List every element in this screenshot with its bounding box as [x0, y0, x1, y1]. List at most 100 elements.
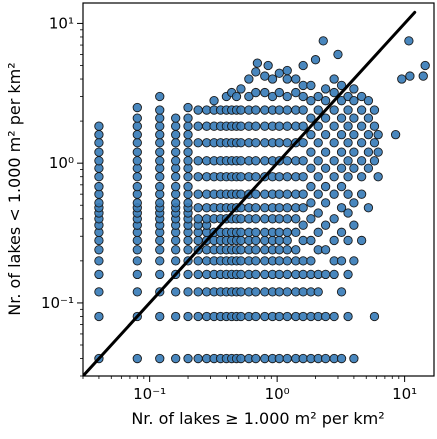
data-point: [193, 214, 203, 224]
data-point: [171, 172, 181, 182]
data-point: [363, 147, 374, 157]
data-point: [267, 91, 278, 102]
data-point: [260, 138, 270, 148]
data-point: [343, 235, 353, 246]
data-point: [171, 147, 181, 157]
data-point: [171, 138, 181, 148]
data-point: [171, 189, 181, 199]
data-point: [298, 189, 308, 199]
data-point: [251, 172, 261, 182]
data-point: [298, 91, 308, 102]
data-point: [282, 203, 292, 213]
y-tick-label: 10⁻¹: [41, 294, 74, 312]
data-point: [291, 214, 301, 224]
data-point: [94, 269, 104, 280]
data-point: [282, 65, 292, 76]
data-point: [244, 74, 254, 84]
data-point: [183, 121, 193, 131]
data-point: [155, 129, 165, 140]
data-point: [282, 353, 292, 364]
data-point: [251, 67, 261, 77]
data-point: [369, 121, 380, 131]
data-point: [183, 102, 193, 113]
data-point: [390, 129, 401, 140]
data-point: [313, 208, 323, 218]
data-point: [404, 36, 414, 46]
data-point: [343, 105, 353, 115]
data-point: [132, 245, 142, 255]
data-point: [236, 287, 246, 297]
data-point: [260, 287, 270, 297]
data-point: [183, 235, 193, 246]
data-point: [171, 256, 181, 266]
data-point: [251, 87, 261, 98]
data-point: [236, 138, 246, 148]
data-point: [329, 138, 339, 148]
data-point: [336, 353, 347, 364]
data-point: [274, 189, 284, 199]
data-point: [320, 84, 331, 94]
data-point: [298, 353, 308, 364]
data-point: [236, 245, 246, 255]
data-point: [329, 235, 339, 246]
data-point: [405, 71, 415, 81]
data-point: [132, 256, 142, 266]
data-point: [171, 311, 181, 322]
data-point: [306, 256, 316, 266]
data-point: [282, 227, 292, 237]
data-point: [155, 147, 165, 157]
data-point: [306, 181, 316, 192]
data-point: [251, 353, 261, 364]
data-point: [236, 214, 246, 224]
data-point: [94, 311, 104, 322]
data-point: [343, 311, 353, 322]
data-point: [274, 269, 284, 280]
data-point: [155, 121, 165, 131]
data-point: [274, 105, 284, 115]
data-point: [320, 163, 331, 173]
data-point: [260, 235, 270, 246]
data-point: [183, 147, 193, 157]
data-point: [313, 138, 323, 148]
data-point: [132, 235, 142, 246]
data-point: [155, 156, 165, 166]
data-point: [155, 269, 165, 280]
data-point: [343, 189, 353, 199]
data-point: [320, 245, 331, 255]
data-point: [363, 129, 374, 140]
data-point: [236, 105, 246, 115]
data-point: [329, 156, 339, 166]
data-point: [260, 121, 270, 131]
data-point: [274, 311, 284, 322]
data-point: [282, 287, 292, 297]
data-point: [306, 214, 316, 224]
data-point: [298, 105, 308, 115]
data-point: [236, 156, 246, 166]
data-point: [260, 71, 270, 81]
data-point: [291, 87, 301, 98]
data-point: [155, 138, 165, 148]
data-point: [329, 121, 339, 131]
data-point: [336, 129, 347, 140]
data-point: [349, 147, 359, 157]
data-point: [356, 91, 367, 102]
data-point: [94, 138, 104, 148]
data-point: [356, 121, 367, 131]
data-point: [320, 147, 331, 157]
data-point: [236, 121, 246, 131]
data-point: [363, 163, 374, 173]
data-point: [349, 163, 359, 173]
data-point: [343, 269, 353, 280]
data-point: [369, 105, 380, 115]
data-point: [155, 172, 165, 182]
data-point: [373, 147, 383, 157]
data-point: [251, 227, 261, 237]
data-point: [251, 269, 261, 280]
data-point: [193, 172, 203, 182]
data-point: [132, 156, 142, 166]
data-point: [282, 74, 292, 84]
data-point: [236, 227, 246, 237]
data-point: [336, 147, 347, 157]
data-point: [183, 172, 193, 182]
data-point: [94, 198, 104, 208]
